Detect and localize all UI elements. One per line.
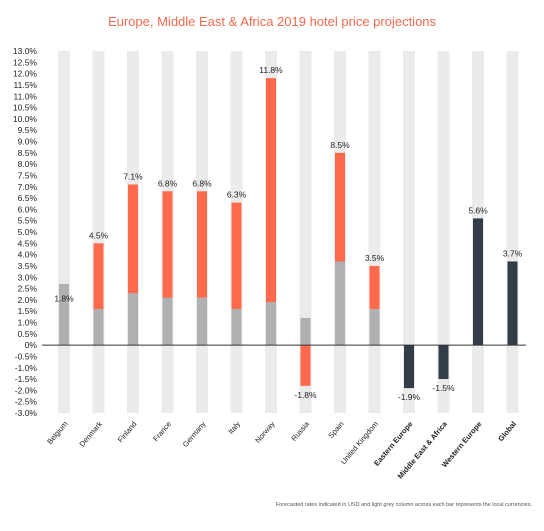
- x-category-label: Belgium: [45, 420, 69, 447]
- background-column: [403, 51, 415, 413]
- data-label: -1.8%: [294, 390, 317, 400]
- y-tick-label: -3.0%: [15, 408, 38, 418]
- x-axis-category-labels: Belgium Denmark Finland France Germany Italy N…: [45, 419, 518, 481]
- local-currency-bar: [93, 308, 104, 346]
- y-axis-tick-labels: 13.0%12.5% 12.0%11.5%11.0% 10.5%10.0%9.5% 9…: [13, 46, 38, 418]
- footnote: Forecasted rates indicated in USD and li…: [275, 502, 532, 508]
- y-tick-label: 1.0%: [18, 318, 38, 328]
- data-label: 6.8%: [192, 178, 212, 188]
- y-tick-label: -2.0%: [15, 385, 38, 395]
- data-label: 5.6%: [468, 205, 488, 215]
- data-label: 11.8%: [259, 65, 283, 75]
- y-tick-label: 5.5%: [18, 216, 38, 226]
- y-tick-label: 11.0%: [14, 91, 38, 101]
- x-category-label: Russia: [289, 419, 311, 443]
- data-label: 7.1%: [123, 171, 143, 181]
- x-category-label: Global: [496, 420, 518, 444]
- data-labels: 1.8% 4.5% 7.1% 6.8% 6.8% 6.3% 11.8% -1.8% 8.5% 3.…: [54, 65, 522, 402]
- data-label: -1.9%: [398, 392, 421, 402]
- background-column: [368, 51, 381, 413]
- y-tick-label: -1.5%: [15, 374, 38, 384]
- local-currency-bar: [231, 308, 242, 346]
- y-tick-label: -1.0%: [15, 363, 38, 373]
- aggregate-bar: [473, 218, 483, 346]
- country-bar: [197, 191, 207, 346]
- y-tick-label: 6.0%: [18, 204, 38, 214]
- country-bar: [266, 78, 276, 346]
- data-label: 6.3%: [227, 190, 247, 200]
- country-bar: [335, 152, 345, 346]
- data-label: 6.8%: [158, 178, 178, 188]
- y-tick-label: 8.0%: [18, 159, 38, 169]
- y-tick-label: 9.0%: [18, 137, 38, 147]
- y-tick-label: 7.0%: [18, 182, 38, 192]
- x-category-label: Italy: [226, 419, 242, 436]
- country-bar: [128, 184, 138, 346]
- y-tick-label: 12.0%: [13, 69, 38, 79]
- y-tick-label: 13.0%: [13, 46, 38, 56]
- data-label: 3.5%: [365, 253, 385, 263]
- data-label: 3.7%: [503, 248, 523, 258]
- y-tick-label: 7.5%: [18, 170, 38, 180]
- data-label: 8.5%: [330, 140, 350, 150]
- y-tick-label: -0.5%: [15, 351, 38, 361]
- y-tick-label: 10.5%: [13, 103, 38, 113]
- x-category-label: Germany: [181, 419, 208, 449]
- y-tick-label: 9.5%: [18, 125, 38, 135]
- x-category-label: Denmark: [78, 419, 105, 448]
- local-currency-bar: [300, 317, 311, 346]
- aggregate-bar: [438, 345, 449, 380]
- y-tick-label: 11.5%: [14, 80, 38, 90]
- x-category-label: Norway: [253, 419, 276, 444]
- y-tick-label: -2.5%: [15, 397, 38, 407]
- data-label: 4.5%: [89, 230, 109, 240]
- background-column: [506, 51, 519, 413]
- y-tick-label: 1.5%: [18, 306, 38, 316]
- local-currency-bar: [197, 297, 207, 346]
- bars: [59, 78, 518, 389]
- y-tick-label: 4.5%: [18, 238, 38, 248]
- y-tick-label: 8.5%: [18, 148, 38, 158]
- y-tick-label: 2.0%: [18, 295, 38, 305]
- y-tick-label: 6.5%: [18, 193, 38, 203]
- y-tick-label: 3.0%: [18, 272, 38, 282]
- x-category-label: Spain: [326, 420, 345, 440]
- y-tick-label: 5.0%: [18, 227, 38, 237]
- local-currency-bar: [162, 297, 173, 346]
- country-bar: [300, 345, 311, 386]
- y-tick-label: 12.5%: [13, 57, 38, 67]
- chart-title: Europe, Middle East & Africa 2019 hotel …: [107, 14, 437, 29]
- aggregate-bar: [507, 261, 518, 346]
- background-columns: [58, 51, 519, 413]
- country-bar: [369, 265, 380, 346]
- background-column: [58, 51, 70, 413]
- local-currency-bar: [59, 284, 69, 346]
- aggregate-bar: [404, 345, 414, 389]
- y-tick-label: 10.0%: [13, 114, 38, 124]
- country-bar: [162, 191, 173, 346]
- local-currency-bar: [128, 293, 138, 346]
- country-bar: [93, 243, 104, 346]
- data-label: -1.5%: [432, 383, 455, 393]
- background-column: [437, 51, 450, 413]
- country-bar: [231, 202, 242, 346]
- y-tick-label: 0%: [25, 340, 38, 350]
- local-currency-bar: [266, 302, 276, 346]
- y-tick-label: 0.5%: [18, 329, 38, 339]
- y-tick-label: 2.5%: [18, 284, 38, 294]
- data-label: 1.8%: [54, 293, 74, 303]
- local-currency-bar: [335, 261, 345, 346]
- y-tick-label: 3.5%: [18, 261, 38, 271]
- x-category-label: Finland: [116, 420, 139, 445]
- y-tick-label: 4.0%: [18, 250, 38, 260]
- x-category-label: France: [151, 420, 173, 444]
- local-currency-bar: [369, 308, 380, 346]
